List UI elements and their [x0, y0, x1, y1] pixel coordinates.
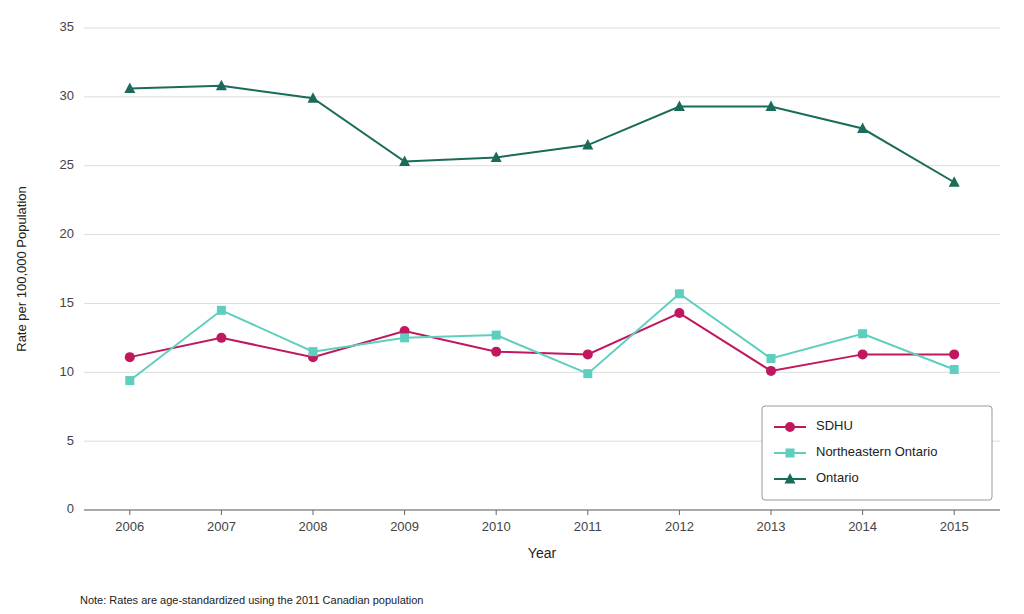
point	[949, 349, 959, 359]
legend-marker	[785, 422, 795, 432]
point	[766, 100, 777, 111]
x-tick	[496, 510, 497, 515]
point	[582, 139, 593, 150]
point	[125, 352, 135, 362]
point	[858, 329, 867, 338]
grid-line	[84, 372, 1000, 373]
x-tick	[313, 510, 314, 515]
x-tick-label: 2008	[299, 519, 328, 534]
grid-line	[84, 303, 1000, 304]
series-line	[130, 86, 954, 182]
series	[124, 80, 959, 187]
plot-area	[124, 80, 959, 385]
legend-label: Northeastern Ontario	[816, 444, 937, 459]
point	[399, 156, 410, 167]
grid-line	[84, 234, 1000, 235]
point	[216, 333, 226, 343]
y-tick-label: 0	[67, 501, 74, 516]
point	[491, 347, 501, 357]
legend: SDHU Northeastern Ontario Ontario	[762, 406, 992, 500]
point	[216, 80, 227, 91]
x-tick-label: 2009	[390, 519, 419, 534]
y-tick-label: 5	[67, 433, 74, 448]
point	[125, 376, 134, 385]
point	[491, 151, 502, 162]
point	[950, 365, 959, 374]
y-tick-label: 35	[60, 19, 74, 34]
note: Note: Rates are age-standardized using t…	[80, 594, 423, 606]
point	[308, 92, 319, 103]
y-tick-label: 10	[60, 364, 74, 379]
point	[767, 354, 776, 363]
chart: 0 5 10 15 20 25 30 35 2006 2007 2008 2009 2010 2011 20…	[0, 0, 1024, 614]
background	[0, 0, 1024, 614]
legend-marker	[785, 473, 796, 484]
point	[583, 349, 593, 359]
grid-line	[84, 165, 1000, 166]
x-tick	[129, 510, 130, 515]
y-tick-label: 25	[60, 157, 74, 172]
legend-marker	[786, 449, 795, 458]
series	[125, 289, 958, 385]
x-tick-label: 2014	[848, 519, 877, 534]
y-tick-label: 20	[60, 226, 74, 241]
point	[674, 308, 684, 318]
x-tick	[404, 510, 405, 515]
x-tick-label: 2010	[482, 519, 511, 534]
x-tick-label: 2013	[757, 519, 786, 534]
x-tick-label: 2012	[665, 519, 694, 534]
point	[583, 369, 592, 378]
y-axis-label: Rate per 100,000 Population	[14, 186, 29, 352]
x-tick	[954, 510, 955, 515]
legend-label: SDHU	[816, 418, 853, 433]
legend-label: Ontario	[816, 470, 859, 485]
y-tick-label: 15	[60, 295, 74, 310]
y-grid	[84, 28, 1000, 510]
y-tick-label: 30	[60, 88, 74, 103]
point	[857, 123, 868, 134]
point	[309, 347, 318, 356]
point	[492, 331, 501, 340]
grid-line	[84, 28, 1000, 29]
x-tick	[862, 510, 863, 515]
point	[675, 289, 684, 298]
grid-line	[84, 96, 1000, 97]
x-tick-label: 2007	[207, 519, 236, 534]
point	[766, 366, 776, 376]
point	[858, 349, 868, 359]
x-tick	[679, 510, 680, 515]
x-tick-label: 2015	[940, 519, 969, 534]
point	[400, 333, 409, 342]
point	[124, 83, 135, 94]
point	[674, 100, 685, 111]
x-tick-label: 2011	[574, 519, 602, 534]
x-tick	[587, 510, 588, 515]
point	[949, 176, 960, 187]
point	[217, 306, 226, 315]
legend-box	[762, 406, 992, 500]
series-line	[130, 294, 954, 381]
x-tick-label: 2006	[115, 519, 144, 534]
x-axis-label: Year	[528, 545, 557, 561]
x-tick	[221, 510, 222, 515]
x-tick	[771, 510, 772, 515]
